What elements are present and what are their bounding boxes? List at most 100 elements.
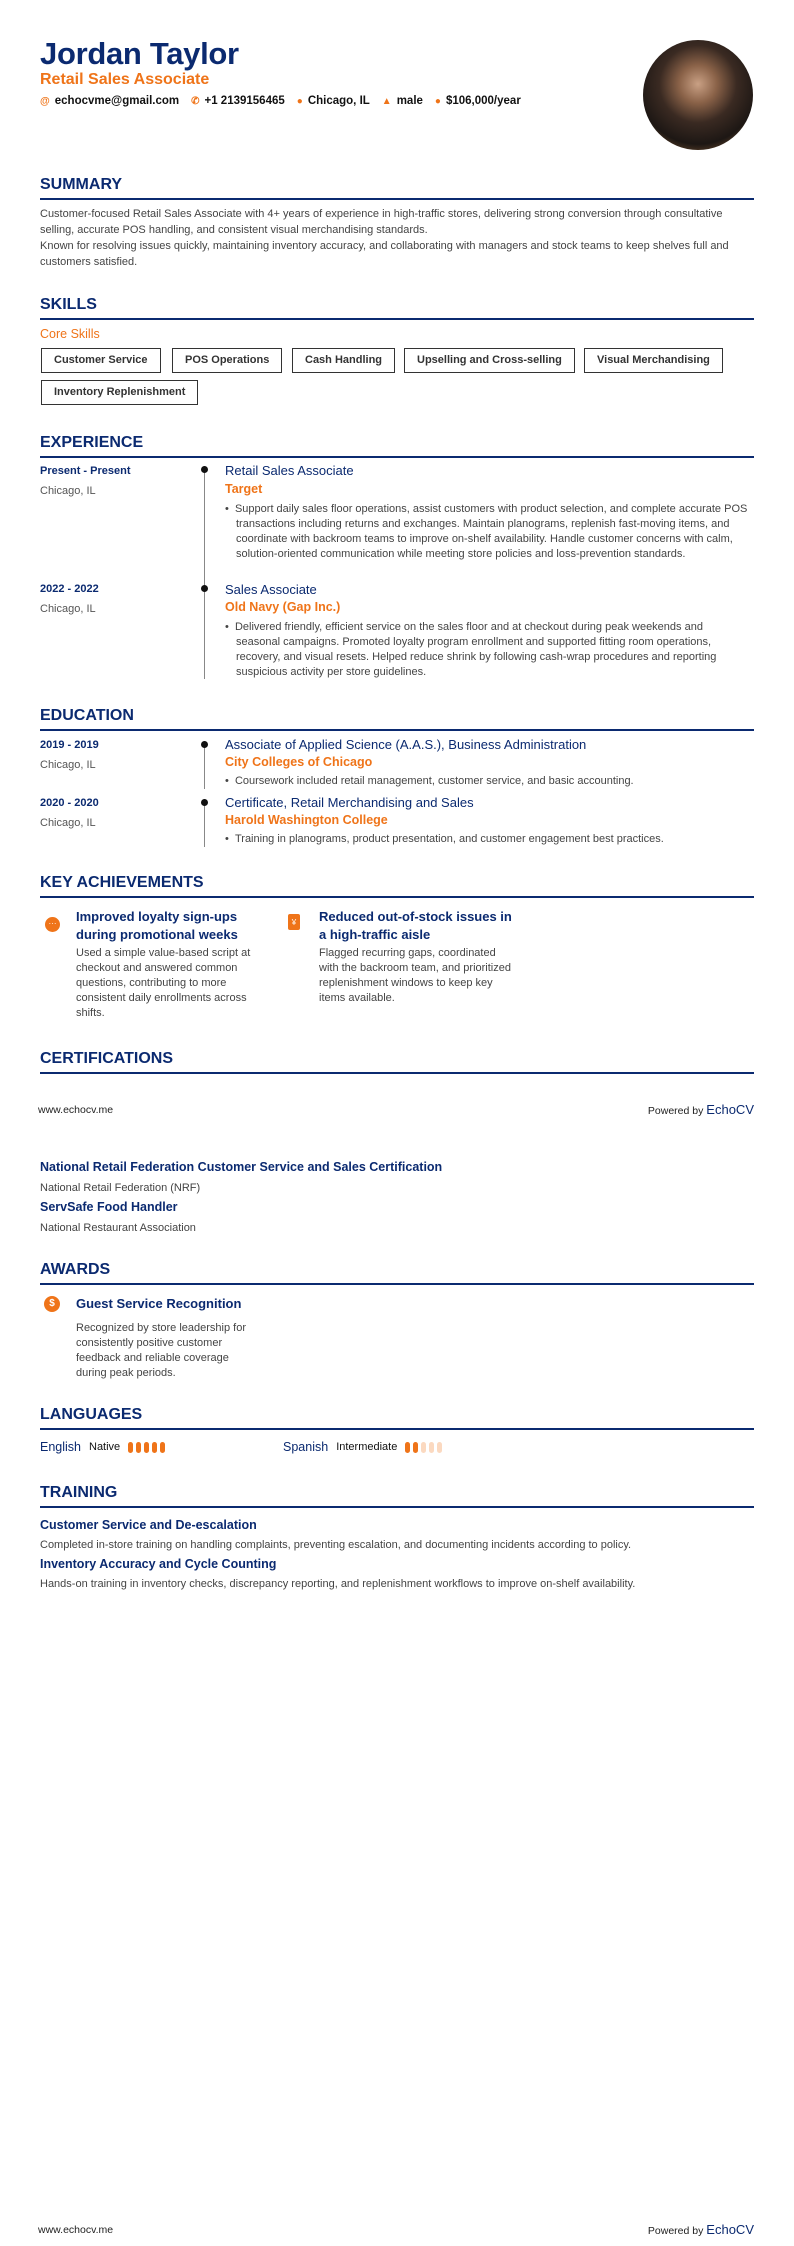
bullet-text: Training in planograms, product presenta… <box>234 833 664 845</box>
training-title: Customer Service and De-escalation <box>40 1518 257 1532</box>
footer-powered: Powered by EchoCV <box>648 1102 754 1117</box>
footer-site-link[interactable]: www.echocv.me <box>38 1104 114 1116</box>
language-item: Spanish Intermediate <box>283 1440 445 1454</box>
education-school: Harold Washington College <box>225 813 388 827</box>
certification-name: ServSafe Food Handler <box>40 1200 178 1214</box>
achievement-description: Used a simple value-based script at chec… <box>76 947 251 1019</box>
language-name: Spanish <box>283 1440 329 1454</box>
document-icon: ¥ <box>288 914 300 930</box>
contact-email[interactable]: @ echocvme@gmail.com <box>40 95 179 107</box>
education-bullet: • Coursework included retail management,… <box>225 775 634 787</box>
profile-photo <box>643 40 753 150</box>
timeline-line <box>204 741 205 789</box>
skill-chip: Upselling and Cross-selling <box>404 348 575 373</box>
experience-location: Chicago, IL <box>40 485 96 497</box>
experience-location: Chicago, IL <box>40 603 96 615</box>
training-heading: TRAINING <box>40 1484 754 1508</box>
contact-phone[interactable]: ✆ +1 2139156465 <box>191 95 285 107</box>
experience-heading: EXPERIENCE <box>40 434 754 458</box>
training-description: Completed in-store training on handling … <box>40 1539 632 1551</box>
at-icon: @ <box>40 96 50 107</box>
summary-heading: SUMMARY <box>40 176 754 200</box>
email-text: echocvme@gmail.com <box>54 95 180 107</box>
experience-bullet: • Support daily sales floor operations, … <box>225 503 748 560</box>
education-dates: 2019 - 2019 <box>40 739 99 751</box>
chat-bubble-icon: ··· <box>45 917 60 932</box>
experience-title: Sales Associate <box>225 582 317 597</box>
skill-group-label: Core Skills <box>40 327 100 341</box>
summary-paragraph: Customer-focused Retail Sales Associate … <box>40 208 723 236</box>
language-rating <box>128 1440 168 1454</box>
candidate-name: Jordan Taylor <box>40 36 239 71</box>
experience-dates: Present - Present <box>40 465 131 477</box>
language-item: English Native <box>40 1440 168 1454</box>
language-name: English <box>40 1440 81 1454</box>
education-dates: 2020 - 2020 <box>40 797 99 809</box>
education-location: Chicago, IL <box>40 817 96 829</box>
skill-chip: Visual Merchandising <box>584 348 723 373</box>
bullet-text: Coursework included retail management, c… <box>234 775 634 787</box>
education-heading: EDUCATION <box>40 707 754 731</box>
footer-site-link[interactable]: www.echocv.me <box>38 2224 114 2236</box>
timeline-line <box>204 585 205 679</box>
footer-powered: Powered by EchoCV <box>648 2222 754 2237</box>
brand-logo: EchoCV <box>706 2222 754 2237</box>
brand-logo: EchoCV <box>706 1102 754 1117</box>
awards-heading: AWARDS <box>40 1261 754 1285</box>
education-school: City Colleges of Chicago <box>225 755 373 769</box>
timeline-dot <box>201 799 208 806</box>
experience-dates: 2022 - 2022 <box>40 583 99 595</box>
contact-salary: ● $106,000/year <box>435 95 521 107</box>
experience-title: Retail Sales Associate <box>225 463 354 478</box>
bullet-text: Delivered friendly, efficient service on… <box>234 621 717 678</box>
language-rating <box>405 1440 445 1454</box>
training-title: Inventory Accuracy and Cycle Counting <box>40 1557 277 1571</box>
language-level: Native <box>89 1441 121 1453</box>
summary-body: Customer-focused Retail Sales Associate … <box>40 206 740 270</box>
skills-heading: SKILLS <box>40 296 754 320</box>
achievement-title: Reduced out-of-stock issues in a high-tr… <box>319 909 512 942</box>
achievements-heading: KEY ACHIEVEMENTS <box>40 874 754 898</box>
phone-text: +1 2139156465 <box>204 95 285 107</box>
contact-location: ● Chicago, IL <box>297 95 370 107</box>
summary-paragraph: Known for resolving issues quickly, main… <box>40 240 729 268</box>
salary-icon: ● <box>434 96 441 107</box>
education-degree: Associate of Applied Science (A.A.S.), B… <box>225 737 587 752</box>
contact-bar: @ echocvme@gmail.com ✆ +1 2139156465 ● Chic… <box>40 95 521 107</box>
education-degree: Certificate, Retail Merchandising and Sa… <box>225 795 474 810</box>
skill-chip: Cash Handling <box>292 348 396 373</box>
language-level: Intermediate <box>336 1441 398 1453</box>
education-location: Chicago, IL <box>40 759 96 771</box>
timeline-line <box>204 466 205 620</box>
skill-chip: POS Operations <box>172 348 283 373</box>
gender-text: male <box>396 95 423 107</box>
location-text: Chicago, IL <box>307 95 370 107</box>
education-bullet: • Training in planograms, product presen… <box>225 833 664 845</box>
languages-heading: LANGUAGES <box>40 1406 754 1430</box>
experience-company: Old Navy (Gap Inc.) <box>225 600 341 614</box>
powered-by-text: Powered by <box>647 1105 704 1117</box>
certification-name: National Retail Federation Customer Serv… <box>40 1160 443 1174</box>
achievement-description: Flagged recurring gaps, coordinated with… <box>319 947 511 1004</box>
certification-issuer: National Retail Federation (NRF) <box>40 1182 201 1194</box>
certifications-heading: CERTIFICATIONS <box>40 1050 754 1074</box>
timeline-dot <box>201 466 208 473</box>
location-icon: ● <box>296 96 303 107</box>
award-description: Recognized by store leadership for consi… <box>76 1322 246 1379</box>
candidate-title: Retail Sales Associate <box>40 71 210 88</box>
certification-issuer: National Restaurant Association <box>40 1222 196 1234</box>
timeline-dot <box>201 741 208 748</box>
person-icon: ▲ <box>381 96 392 107</box>
experience-company: Target <box>225 482 263 496</box>
phone-icon: ✆ <box>191 96 200 107</box>
achievement-title: Improved loyalty sign-ups during promoti… <box>76 909 238 942</box>
bullet-text: Support daily sales floor operations, as… <box>234 503 748 560</box>
skill-chip: Customer Service <box>41 348 161 373</box>
contact-gender: ▲ male <box>382 95 423 107</box>
salary-text: $106,000/year <box>445 95 521 107</box>
dollar-icon: $ <box>44 1296 60 1312</box>
powered-by-text: Powered by <box>647 2225 704 2237</box>
timeline-line <box>204 799 205 847</box>
award-title: Guest Service Recognition <box>76 1296 242 1311</box>
skill-chip: Inventory Replenishment <box>41 380 199 405</box>
